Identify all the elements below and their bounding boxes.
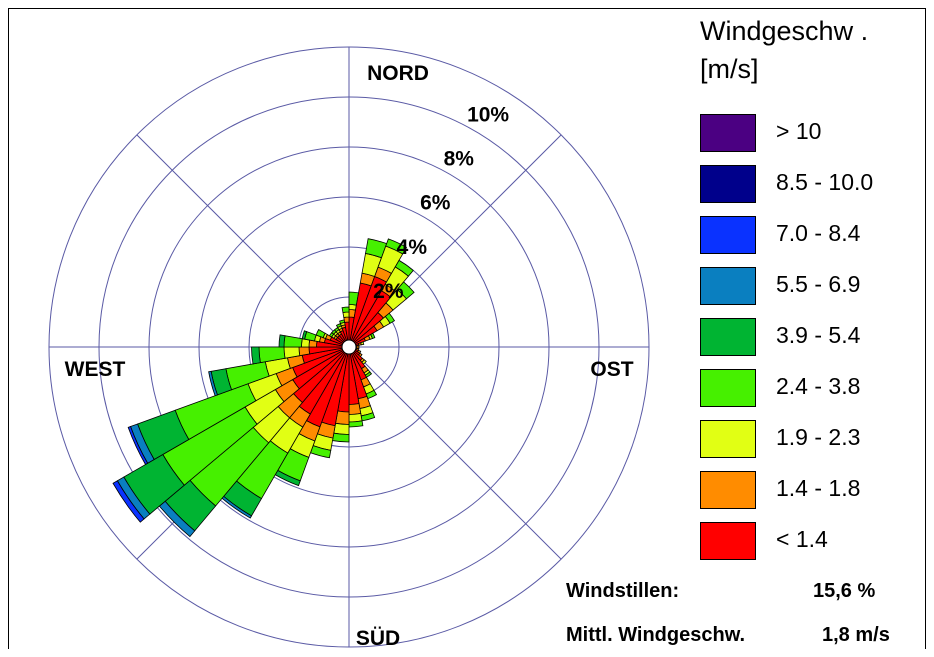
- radial-tick-label: 10%: [467, 103, 509, 126]
- wind-rose-segment: [112, 480, 145, 523]
- legend-item: > 10: [700, 114, 920, 154]
- frame-top-border: [8, 8, 926, 9]
- compass-label-east: OST: [590, 358, 633, 381]
- calm-value: 15,6 %: [813, 580, 876, 602]
- legend-item: 8.5 - 10.0: [700, 165, 920, 205]
- compass-label-west: WEST: [65, 358, 126, 381]
- wind-rose-segment: [341, 306, 350, 313]
- legend-item: < 1.4: [700, 522, 920, 562]
- legend-item: 5.5 - 6.9: [700, 267, 920, 307]
- legend-unit: [m/s]: [700, 54, 759, 84]
- radial-tick-labels: 2% 4% 6% 8% 10%: [373, 103, 509, 303]
- legend-swatch: [700, 318, 756, 356]
- wind-rose-segment: [360, 341, 365, 346]
- wind-rose-segment: [370, 332, 376, 339]
- radial-tick-label: 6%: [420, 192, 451, 215]
- mean-speed-label: Mittl. Windgeschw.: [566, 624, 746, 646]
- wind-rose-segment: [332, 432, 350, 443]
- wind-rose-segment: [251, 346, 261, 365]
- wind-rose-segment: [298, 346, 311, 357]
- wind-rose-segment: [348, 413, 363, 423]
- compass-label-north: NORD: [367, 62, 429, 85]
- legend-label: 8.5 - 10.0: [776, 169, 874, 195]
- legend-swatch: [700, 471, 756, 509]
- calm-center-marker: [341, 339, 357, 355]
- legend-item: 7.0 - 8.4: [700, 216, 920, 256]
- legend-swatch: [700, 165, 756, 203]
- legend-label: 7.0 - 8.4: [776, 220, 861, 246]
- legend-title: Windgeschw .: [700, 16, 869, 46]
- grid-spoke: [348, 346, 562, 560]
- wind-rose-segment: [208, 370, 218, 397]
- wind-rose-segment: [342, 311, 350, 318]
- frame-left-border: [8, 8, 9, 649]
- frame-right-border: [925, 8, 926, 649]
- wind-rose-segment: [348, 420, 364, 428]
- legend-swatch: [700, 522, 756, 560]
- wind-rose-sectors: [112, 238, 415, 538]
- wind-rose-segment: [333, 422, 350, 435]
- legend-swatch: [700, 216, 756, 254]
- legend-label: 3.9 - 5.4: [776, 322, 861, 348]
- legend-label: 5.5 - 6.9: [776, 271, 861, 297]
- legend-item: 2.4 - 3.8: [700, 369, 920, 409]
- legend-swatch: [700, 267, 756, 305]
- wind-rose-plot: 2% 4% 6% 8% 10% NORD OST SÜD WEST: [48, 46, 650, 650]
- compass-label-south: SÜD: [356, 627, 400, 650]
- wind-rose-segment: [385, 238, 408, 255]
- calm-label: Windstillen:: [566, 580, 680, 602]
- grid-spoke: [136, 134, 350, 348]
- wind-rose-segment: [301, 330, 308, 340]
- wind-rose-segment: [348, 403, 362, 415]
- wind-rose-segment: [394, 259, 414, 277]
- wind-rose-segment: [127, 426, 149, 466]
- legend-item: 1.9 - 2.3: [700, 420, 920, 460]
- legend-swatch: [700, 114, 756, 152]
- legend-label: 1.4 - 1.8: [776, 475, 861, 501]
- radial-tick-label: 8%: [444, 148, 475, 171]
- wind-rose-segment: [396, 281, 415, 300]
- legend-item: 3.9 - 5.4: [700, 318, 920, 358]
- legend-item: 1.4 - 1.8: [700, 471, 920, 511]
- mean-speed-value: 1,8 m/s: [822, 624, 890, 646]
- legend-label: 2.4 - 3.8: [776, 373, 861, 399]
- legend-swatch: [700, 369, 756, 407]
- wind-rose-segment: [384, 312, 396, 324]
- legend-label: < 1.4: [776, 526, 828, 552]
- wind-rose-segment: [315, 328, 326, 339]
- radial-tick-label: 2%: [373, 280, 404, 303]
- wind-rose-segment: [343, 316, 350, 323]
- legend-swatch: [700, 420, 756, 458]
- legend-label: > 10: [776, 118, 822, 144]
- wind-rose-segment: [278, 334, 286, 348]
- legend-label: 1.9 - 2.3: [776, 424, 861, 450]
- radial-tick-label: 4%: [397, 236, 428, 259]
